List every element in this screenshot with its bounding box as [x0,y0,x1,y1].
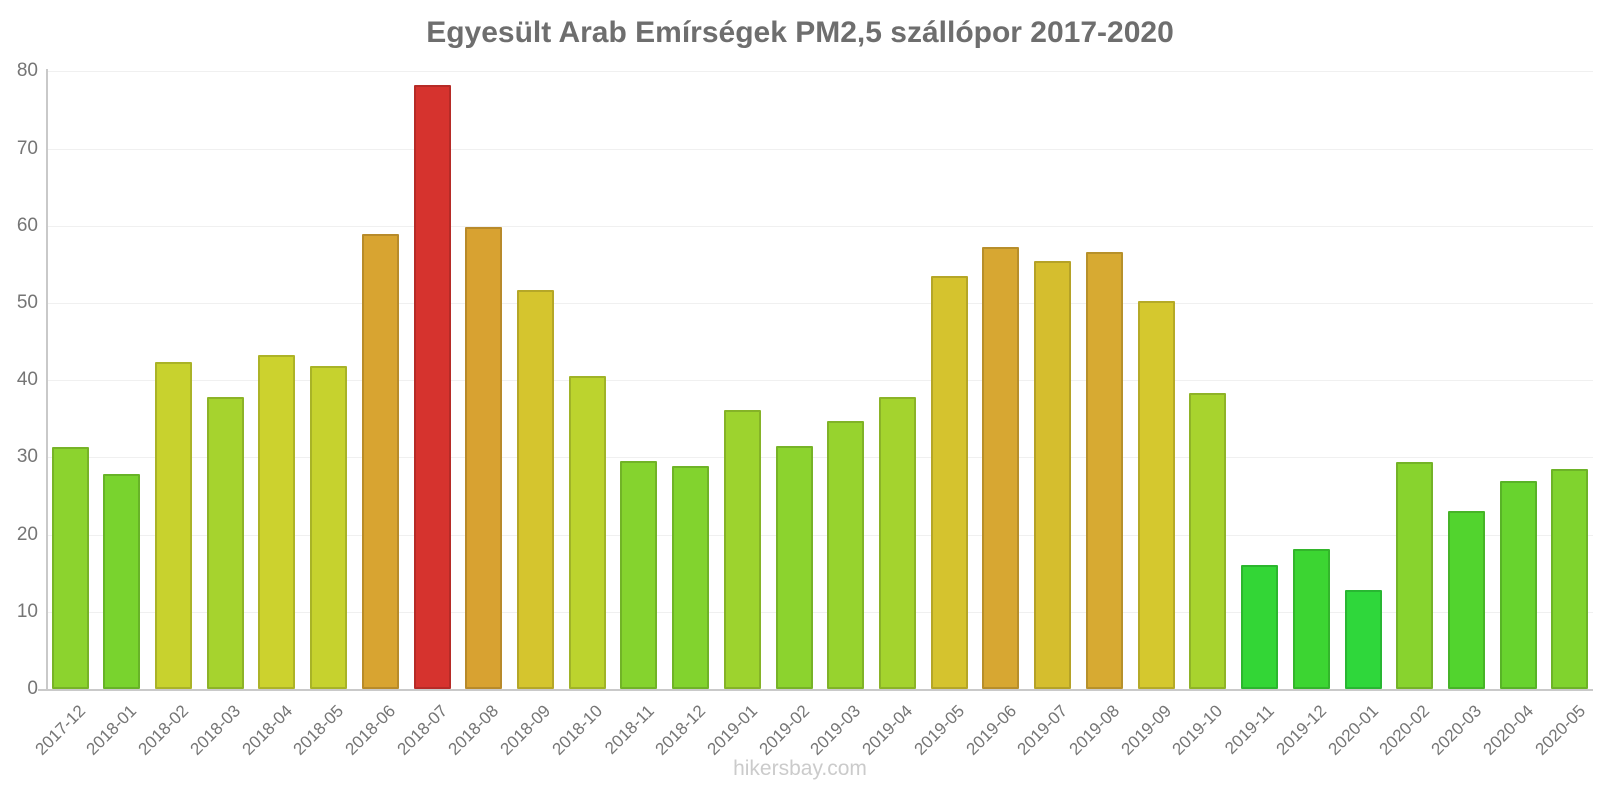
gridline-y-20 [47,534,1593,536]
y-axis-tick-label: 40 [16,369,38,391]
bar-2020-01[interactable] [1344,590,1382,689]
x-axis-tick-label: 2019-04 [858,701,917,759]
bar-2018-12[interactable] [672,465,710,689]
gridline-y-10 [47,611,1593,613]
x-axis-tick-label: 2019-07 [1013,701,1072,759]
y-axis-tick-label: 80 [16,60,38,82]
bar-2019-10[interactable] [1189,393,1227,689]
bar-2018-07[interactable] [413,84,451,689]
x-axis-tick-label: 2019-09 [1117,701,1175,759]
y-axis-tick-label: 60 [16,214,38,236]
bar-2019-06[interactable] [982,246,1020,689]
x-axis-tick-label: 2020-03 [1427,701,1486,759]
bar-2019-03[interactable] [827,421,865,689]
bar-2019-07[interactable] [1034,260,1072,689]
bar-2018-01[interactable] [103,473,141,689]
y-axis-tick-label: 20 [16,523,38,545]
x-axis-tick-label: 2018-02 [134,701,193,759]
bar-2020-02[interactable] [1396,462,1434,689]
bar-2017-12[interactable] [51,446,89,689]
bar-2019-04[interactable] [879,397,917,689]
x-axis-tick-label: 2019-08 [1065,701,1124,759]
x-axis-tick-label: 2018-03 [186,701,244,759]
y-axis-tick-label: 50 [16,292,38,313]
x-axis-tick-label: 2019-02 [755,701,813,759]
x-axis-tick-label: 2018-11 [600,701,658,758]
bar-2018-11[interactable] [620,461,658,689]
gridline-y-80 [47,71,1593,73]
x-axis-tick-label: 2018-06 [341,701,400,759]
x-axis-tick-label: 2018-01 [82,701,141,759]
x-axis-tick-label: 2018-07 [393,701,451,759]
bar-2019-09[interactable] [1137,301,1175,689]
x-axis-tick-label: 2018-08 [444,701,503,759]
bar-2018-05[interactable] [310,365,348,689]
bar-2019-01[interactable] [723,409,761,689]
x-axis-tick-label: 2018-04 [238,701,296,759]
bar-2020-03[interactable] [1447,510,1485,689]
bar-2018-08[interactable] [465,226,503,689]
bar-2019-12[interactable] [1292,549,1330,689]
bar-2019-08[interactable] [1085,252,1123,689]
bar-2018-06[interactable] [361,233,399,689]
bar-2019-11[interactable] [1241,565,1279,689]
x-axis-tick-label: 2019-03 [806,701,865,759]
x-axis-tick-label: 2019-05 [910,701,968,759]
bar-2020-05[interactable] [1551,468,1589,689]
x-axis-tick-label: 2018-12 [651,701,710,759]
x-axis-tick-label: 2019-11 [1221,701,1279,758]
x-axis-tick-label: 2020-04 [1479,701,1537,759]
y-axis-tick-label: 0 [27,678,38,699]
bar-2020-04[interactable] [1499,481,1537,689]
x-axis-tick-label: 2017-12 [31,701,89,759]
x-axis-tick-label: 2019-10 [1169,701,1227,759]
x-axis-tick-label: 2020-05 [1531,701,1589,759]
bar-2018-03[interactable] [206,397,244,689]
gridline-y-50 [47,303,1593,304]
bar-2018-10[interactable] [568,376,606,689]
y-axis-tick-label: 10 [16,600,38,622]
gridline-y-60 [47,225,1593,227]
chart-title: Egyesült Arab Emírségek PM2,5 szállópor … [426,16,1174,49]
gridline-y-30 [47,457,1593,459]
x-axis-tick-label: 2019-06 [962,701,1020,759]
x-axis-tick-label: 2020-02 [1375,701,1434,759]
gridline-y-70 [47,148,1593,150]
gridline-y-40 [47,380,1593,382]
bar-2019-05[interactable] [930,275,968,689]
bar-2018-09[interactable] [516,289,554,689]
bar-2018-02[interactable] [154,362,192,689]
x-axis-tick-label: 2020-01 [1324,701,1382,759]
x-axis-tick-label: 2018-10 [548,701,606,759]
bar-2019-02[interactable] [775,445,813,689]
bar-2018-04[interactable] [258,354,296,689]
watermark-hikersbay: hikersbay.com [733,757,867,780]
y-axis-tick-label: 30 [16,446,38,468]
x-axis-tick-label: 2018-09 [496,701,555,759]
y-axis-tick-label: 70 [16,137,38,159]
y-axis-line [46,69,48,689]
x-axis-tick-label: 2019-12 [1272,701,1331,759]
x-axis-line [38,689,1593,691]
x-axis-tick-label: 2018-05 [289,701,348,759]
x-axis-tick-label: 2019-01 [703,701,762,759]
